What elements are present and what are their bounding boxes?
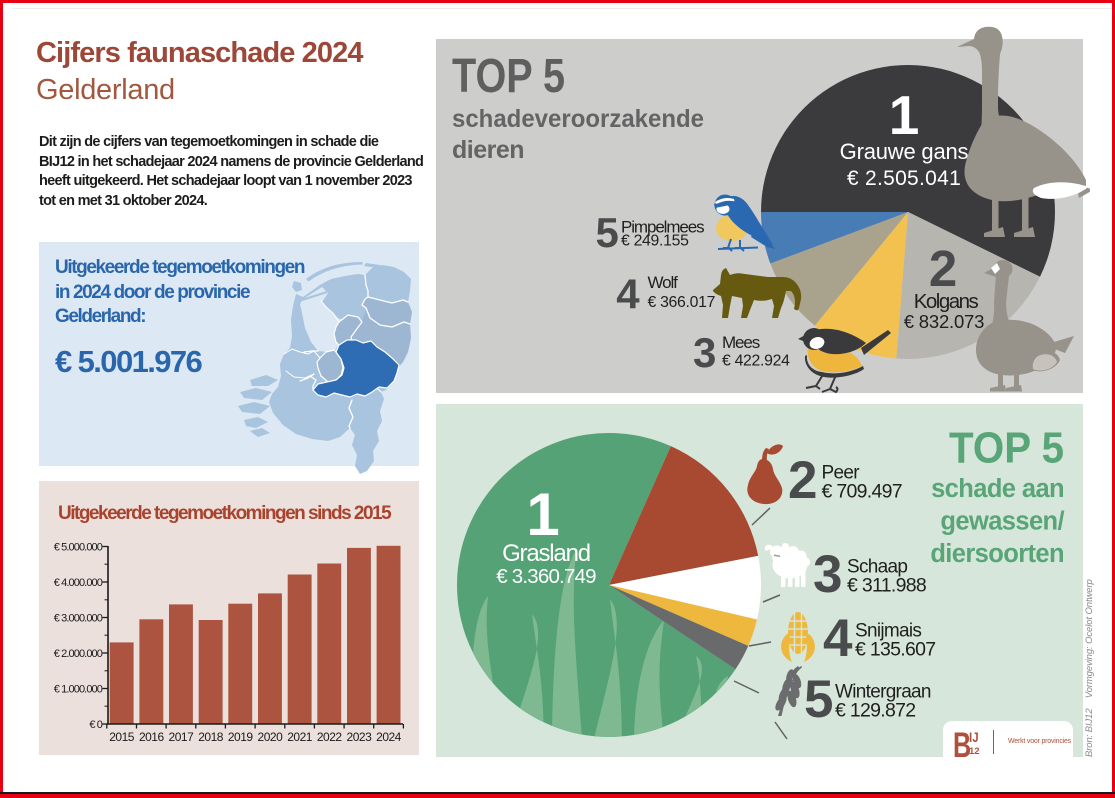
svg-text:TOP 5: TOP 5 (949, 424, 1064, 473)
svg-text:€ 249.155: € 249.155 (621, 233, 689, 250)
svg-text:3: 3 (813, 545, 842, 604)
svg-text:2017: 2017 (169, 730, 195, 744)
svg-text:1: 1 (526, 481, 559, 548)
svg-text:€ 0: € 0 (89, 719, 102, 731)
svg-text:2024: 2024 (376, 730, 402, 744)
svg-text:3: 3 (693, 329, 716, 376)
svg-text:€ 135.607: € 135.607 (855, 639, 935, 661)
svg-text:1: 1 (889, 84, 920, 146)
svg-text:€ 3.000.000: € 3.000.000 (54, 613, 103, 625)
svg-text:Wolf: Wolf (648, 273, 679, 292)
svg-text:Wintergraan: Wintergraan (835, 682, 931, 703)
svg-text:2023: 2023 (347, 730, 373, 744)
svg-text:gewassen/: gewassen/ (940, 508, 1064, 536)
svg-text:€ 5.000.000: € 5.000.000 (54, 542, 103, 554)
svg-text:2: 2 (929, 240, 957, 297)
svg-text:€ 366.017: € 366.017 (648, 294, 716, 311)
svg-text:€ 3.360.749: € 3.360.749 (496, 565, 596, 588)
svg-text:€ 832.073: € 832.073 (904, 311, 985, 332)
svg-text:2021: 2021 (287, 730, 313, 744)
svg-text:dieren: dieren (452, 136, 524, 164)
svg-text:€ 4.000.000: € 4.000.000 (54, 577, 103, 589)
svg-text:schade aan: schade aan (931, 475, 1064, 503)
svg-text:schadeveroorzakende: schadeveroorzakende (452, 105, 704, 133)
svg-text:2: 2 (788, 451, 817, 510)
svg-text:2015: 2015 (109, 730, 135, 744)
svg-text:diersoorten: diersoorten (930, 540, 1064, 568)
svg-text:Grauwe gans: Grauwe gans (840, 139, 969, 164)
svg-text:€ 422.924: € 422.924 (722, 353, 790, 370)
svg-text:2016: 2016 (139, 730, 165, 744)
svg-text:5: 5 (596, 209, 619, 256)
svg-text:€ 129.872: € 129.872 (835, 700, 915, 722)
svg-text:2022: 2022 (317, 730, 343, 744)
svg-text:2018: 2018 (198, 730, 224, 744)
svg-text:Peer: Peer (822, 463, 861, 484)
svg-text:€ 709.497: € 709.497 (822, 481, 902, 503)
svg-text:Mees: Mees (722, 333, 760, 352)
svg-text:Snijmais: Snijmais (855, 621, 921, 642)
svg-text:4: 4 (823, 609, 853, 668)
svg-text:Grasland: Grasland (502, 540, 590, 567)
svg-text:TOP 5: TOP 5 (452, 50, 565, 103)
svg-text:€ 311.988: € 311.988 (847, 575, 926, 597)
svg-text:5: 5 (804, 670, 833, 729)
svg-text:2020: 2020 (258, 730, 284, 744)
svg-text:Kolgans: Kolgans (914, 290, 979, 313)
svg-text:€ 1.000.000: € 1.000.000 (54, 684, 103, 696)
svg-text:4: 4 (616, 271, 640, 318)
svg-text:Pimpelmees: Pimpelmees (621, 217, 704, 236)
svg-text:€ 2.000.000: € 2.000.000 (54, 648, 103, 660)
svg-text:€ 2.505.041: € 2.505.041 (847, 167, 961, 190)
svg-text:Schaap: Schaap (847, 557, 907, 578)
svg-text:2019: 2019 (228, 730, 254, 744)
